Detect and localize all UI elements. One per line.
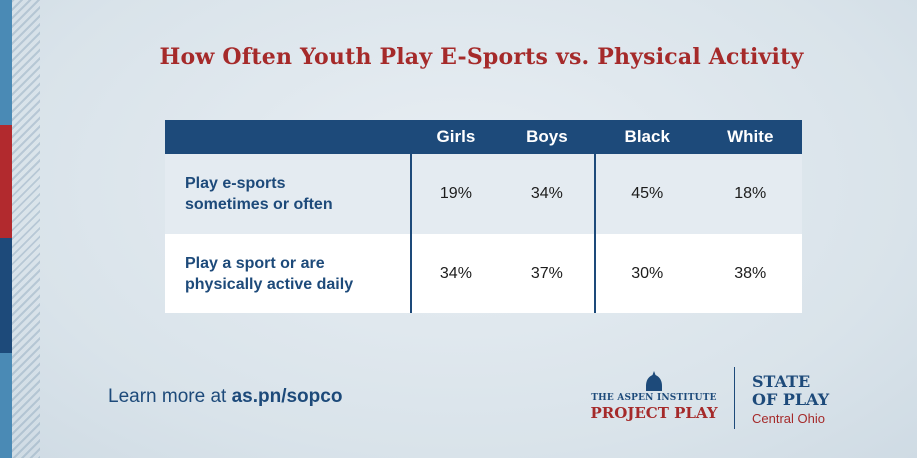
region-text: Central Ohio [752,411,825,426]
state-of-play-logo: STATE OF PLAY Central Ohio [752,372,830,427]
learn-more-prefix: Learn more at [108,386,232,407]
stripe-red-segment [0,125,12,238]
stripe-light-blue-bottom-segment [0,353,12,458]
header-white: White [698,120,802,154]
row-label-esports: Play e-sports sometimes or often [165,154,411,234]
cell-active-white: 38% [698,234,802,313]
row-label-line: Play a sport or are [185,254,325,272]
row-label-line: physically active daily [185,275,354,293]
stripe-dark-blue-segment [0,238,12,353]
stripe-hatch-pattern [12,0,40,458]
learn-more-url[interactable]: as.pn/sopco [231,386,343,407]
logo-divider [734,367,735,429]
state-of-play-line2: OF PLAY [752,390,830,409]
header-black: Black [593,120,699,154]
aspen-institute-text: THE ASPEN INSTITUTE [591,393,717,403]
aspen-dome-icon [646,371,662,391]
cell-esports-girls: 19% [410,154,500,234]
row-label-line: Play e-sports [185,175,286,192]
table-row-esports: Play e-sports sometimes or often 19% 34%… [165,154,802,234]
header-empty-cell [165,120,411,154]
learn-more-link[interactable]: Learn more at as.pn/sopco [108,386,342,408]
cell-esports-boys: 34% [499,154,595,234]
left-decorative-stripe [0,0,40,458]
stripe-light-blue-segment [0,0,12,125]
cell-esports-white: 18% [698,154,802,234]
row-label-active: Play a sport or are physically active da… [165,234,411,313]
row-label-line: sometimes or often [185,196,333,213]
project-play-text: PROJECT PLAY [590,404,718,422]
state-of-play-line1: STATE [752,372,811,391]
cell-active-black: 30% [593,234,699,313]
header-boys: Boys [499,120,595,154]
cell-esports-black: 45% [593,154,699,234]
table-header-row: Girls Boys Black White [165,120,802,154]
comparison-table: Girls Boys Black White Play e-sports som… [165,120,802,313]
table-row-active: Play a sport or are physically active da… [165,234,802,313]
cell-active-boys: 37% [499,234,595,313]
page-title: How Often Youth Play E-Sports vs. Physic… [159,44,804,70]
aspen-project-play-logo: THE ASPEN INSTITUTE PROJECT PLAY [590,370,718,422]
cell-active-girls: 34% [410,234,500,313]
header-girls: Girls [410,120,500,154]
